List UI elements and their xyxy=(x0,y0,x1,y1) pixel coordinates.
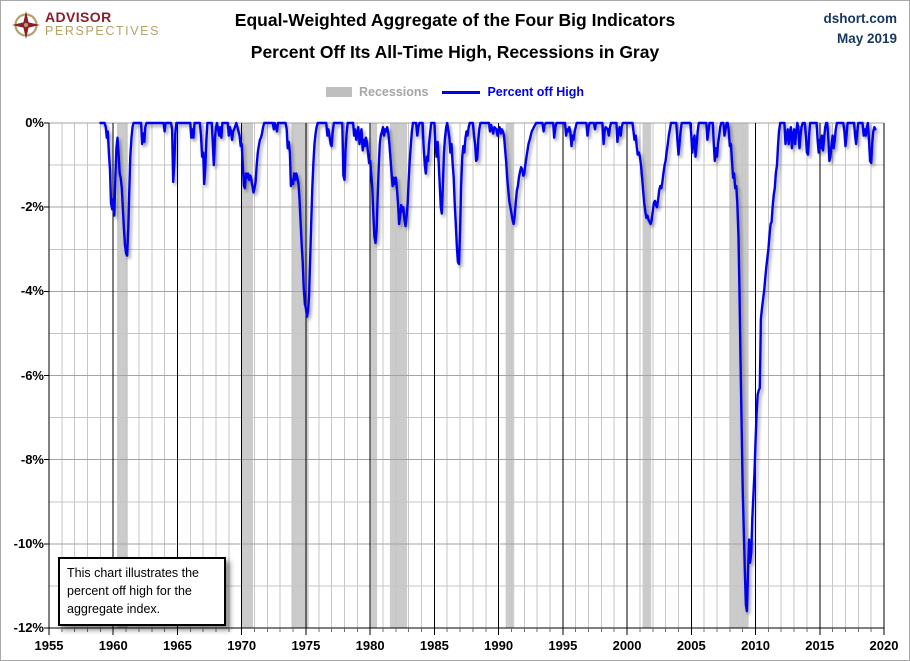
y-axis-tick-label: -8% xyxy=(20,451,44,467)
x-axis-tick-label: 1970 xyxy=(227,638,257,653)
x-axis-tick-label: 1955 xyxy=(34,638,64,653)
percent-off-high-line xyxy=(99,121,877,613)
legend-recessions-label: Recessions xyxy=(358,85,429,99)
x-axis-tick-label: 2015 xyxy=(805,638,835,653)
source-site: dshort.com xyxy=(823,11,897,26)
chart-title-line2: Percent Off Its All-Time High, Recession… xyxy=(250,41,660,62)
chart-date: May 2019 xyxy=(836,31,897,47)
y-axis-tick-label: -10% xyxy=(13,535,44,551)
annotation-box: This chart illustrates the percent off h… xyxy=(58,557,226,627)
x-axis-tick-label: 1990 xyxy=(484,638,514,653)
y-axis-tick-label: -2% xyxy=(20,199,44,215)
x-axis-tick-label: 1995 xyxy=(548,638,578,653)
chart-title: Equal-Weighted Aggregate of the Four Big… xyxy=(1,10,909,62)
chart-svg xyxy=(44,121,885,635)
x-axis-tick-label: 2020 xyxy=(869,638,899,653)
y-axis-tick-label: -4% xyxy=(20,283,44,299)
legend-item-percent-off-high: Percent off High xyxy=(442,85,584,99)
chart-plot-area xyxy=(44,121,885,635)
annotation-text: This chart illustrates the percent off h… xyxy=(67,566,199,617)
advisor-perspectives-logo: ADVISOR PERSPECTIVES xyxy=(11,10,160,40)
brand-name-perspectives: PERSPECTIVES xyxy=(45,24,161,38)
x-axis-tick-label: 1965 xyxy=(162,638,192,653)
legend-series-label: Percent off High xyxy=(487,85,585,99)
legend-item-recessions: Recessions xyxy=(325,85,429,99)
chart-legend: Recessions Percent off High xyxy=(1,85,909,99)
y-axis-tick-label: -12% xyxy=(13,620,44,635)
x-axis-tick-label: 1985 xyxy=(419,638,449,653)
recession-swatch xyxy=(325,87,352,97)
y-axis-tick-label: 0% xyxy=(25,115,44,130)
x-axis-tick-label: 1960 xyxy=(98,638,128,653)
x-axis-tick-label: 2000 xyxy=(612,638,642,653)
brand-name-advisor: ADVISOR xyxy=(45,9,112,25)
x-axis-tick-label: 1975 xyxy=(291,638,321,653)
axes xyxy=(44,122,885,635)
y-axis-tick-label: -6% xyxy=(20,367,44,383)
x-axis-tick-label: 1980 xyxy=(355,638,385,653)
x-axis-tick-label: 2005 xyxy=(676,638,706,653)
header-right: dshort.com May 2019 xyxy=(823,9,897,50)
chart-title-line1: Equal-Weighted Aggregate of the Four Big… xyxy=(234,10,676,30)
series-line-swatch xyxy=(442,90,481,94)
gridlines xyxy=(49,122,885,628)
compass-rose-icon xyxy=(12,11,40,39)
x-axis-tick-label: 2010 xyxy=(741,638,770,653)
